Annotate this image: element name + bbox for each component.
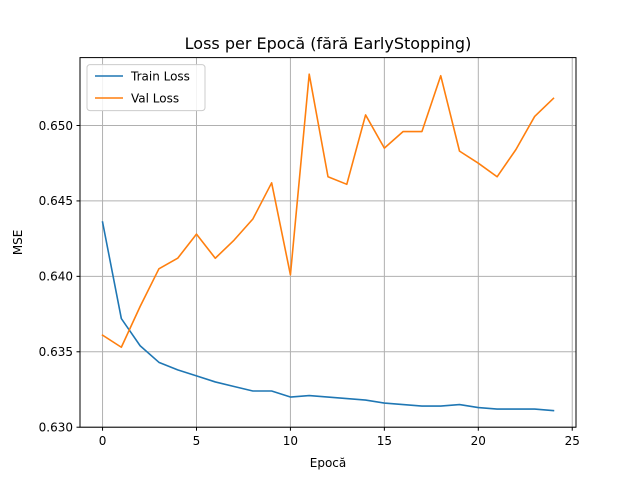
x-axis-ticks: 0 5 10 15 20 25 <box>99 427 580 448</box>
legend-label-val-loss: Val Loss <box>131 92 179 106</box>
chart-title: Loss per Epocă (fără EarlyStopping) <box>185 34 472 53</box>
series-line-train-loss <box>101 221 555 412</box>
x-tick-label: 15 <box>377 434 392 448</box>
data-series <box>101 73 555 412</box>
x-tick-label: 0 <box>99 434 107 448</box>
y-axis-label: MSE <box>11 230 25 256</box>
y-tick-label: 0.630 <box>39 421 73 435</box>
grid-lines <box>80 57 576 428</box>
x-tick-label: 25 <box>565 434 580 448</box>
series-line-val-loss <box>101 73 555 349</box>
x-tick-label: 20 <box>471 434 486 448</box>
legend: Train Loss Val Loss <box>86 64 206 112</box>
legend-label-train-loss: Train Loss <box>130 70 190 84</box>
y-tick-label: 0.645 <box>39 194 73 208</box>
x-tick-label: 5 <box>193 434 201 448</box>
plot-frame <box>79 57 577 428</box>
y-tick-label: 0.640 <box>39 270 73 284</box>
y-tick-label: 0.635 <box>39 345 73 359</box>
x-axis-label: Epocă <box>310 456 347 470</box>
y-tick-label: 0.650 <box>39 119 73 133</box>
x-tick-label: 10 <box>283 434 298 448</box>
y-axis-ticks: 0.630 0.635 0.640 0.645 0.650 <box>39 119 80 435</box>
